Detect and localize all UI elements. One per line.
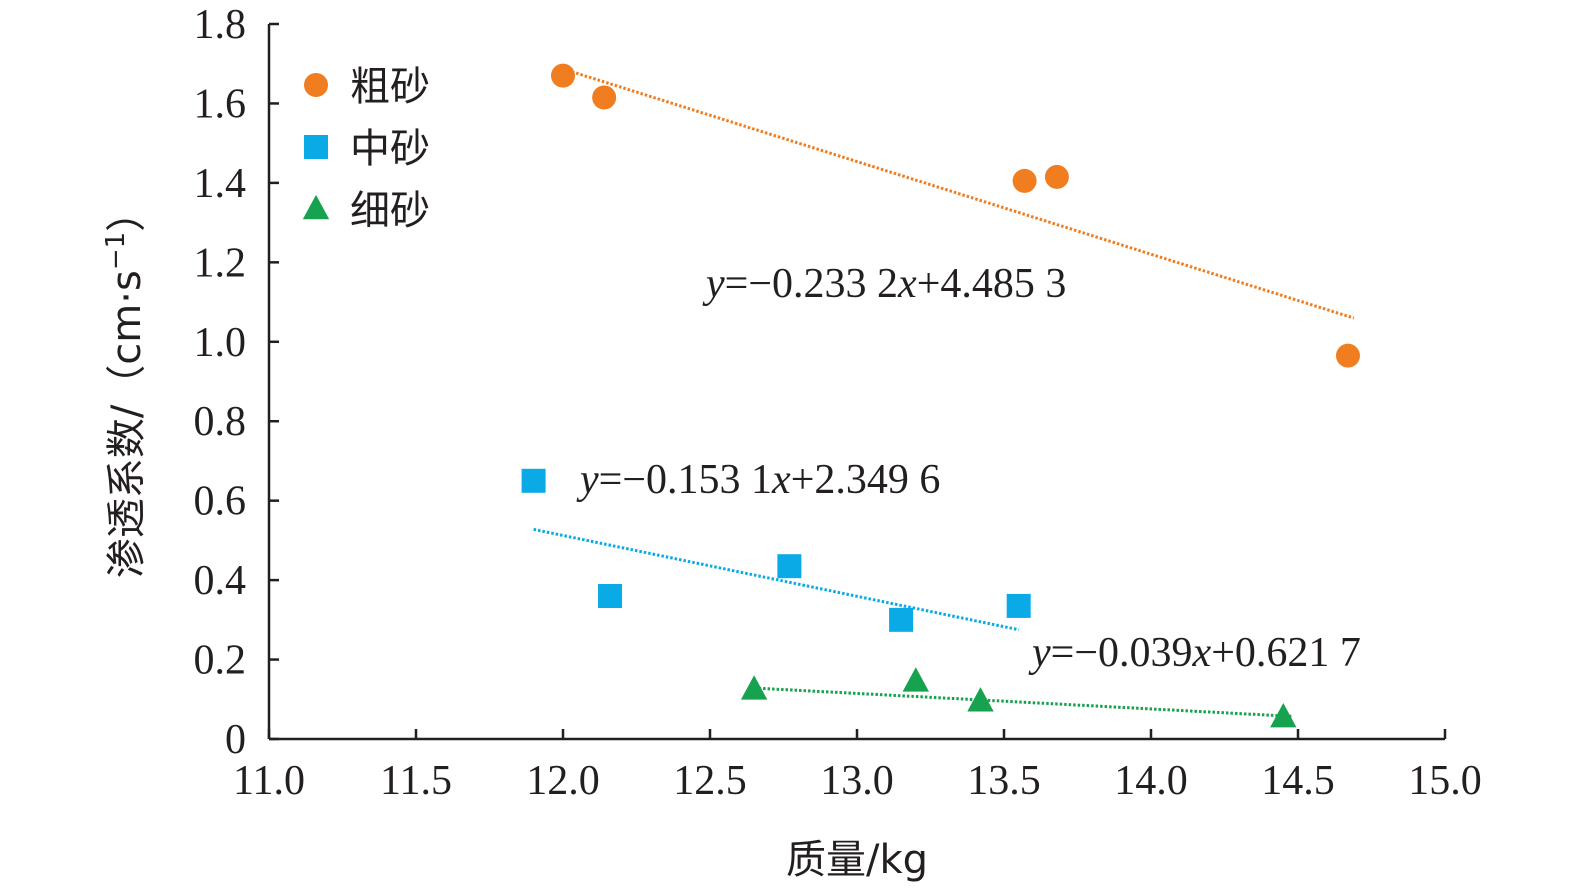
equation-part: x	[897, 261, 917, 307]
legend-label-fine-sand: 细砂	[350, 188, 430, 234]
equation-part: x	[771, 457, 791, 503]
legend-marker-fine-sand	[302, 194, 330, 220]
equation-part: +2.349 6	[791, 457, 941, 503]
legend-marker-medium-sand	[304, 135, 328, 159]
equation-part: +4.485 3	[917, 261, 1067, 307]
y-axis-title-unit: cm·s	[104, 270, 150, 365]
x-tick-label: 11.5	[380, 758, 452, 804]
x-tick-label: 11.0	[233, 758, 305, 804]
data-point-medium-sand	[889, 607, 914, 632]
trendlines	[533, 70, 1355, 718]
equation-coarse-sand: y=−0.233 2x+4.485 3	[702, 261, 1066, 307]
data-point-coarse-sand	[1335, 343, 1360, 368]
y-tick-label: 1.6	[194, 81, 247, 127]
x-tick-label: 14.5	[1261, 758, 1335, 804]
y-axis-title: 渗透系数/（cm·s−1）	[101, 192, 150, 578]
data-point-fine-sand	[902, 667, 929, 692]
data-point-medium-sand	[1006, 593, 1031, 618]
data-point-medium-sand	[521, 468, 546, 493]
equation-part: +0.621 7	[1211, 630, 1361, 676]
data-point-coarse-sand	[1012, 168, 1037, 193]
y-tick-label: 1.0	[194, 320, 247, 366]
data-point-coarse-sand	[1044, 164, 1069, 189]
equation-part: =−0.233 2	[725, 261, 898, 307]
data-point-coarse-sand	[551, 63, 575, 88]
legend-label-medium-sand: 中砂	[350, 126, 430, 172]
equation-part: =−0.039	[1051, 630, 1193, 676]
legend-label-coarse-sand: 粗砂	[350, 64, 430, 110]
trendline-coarse-sand	[571, 70, 1355, 320]
y-tick-label: 0.2	[194, 638, 247, 684]
y-axis-title-exponent: −1	[101, 232, 131, 270]
equation-medium-sand: y=−0.153 1x+2.349 6	[576, 457, 940, 503]
trendline-fine-sand	[754, 686, 1293, 718]
x-tick-label: 13.5	[967, 758, 1041, 804]
equation-part: y	[576, 457, 599, 503]
x-axis-title: 质量/kg	[786, 837, 928, 883]
y-tick-label: 1.2	[194, 240, 247, 286]
y-axis-title-close: ）	[104, 192, 150, 232]
data-point-fine-sand	[967, 687, 994, 712]
legend-marker-coarse-sand	[304, 73, 328, 97]
data-points	[521, 63, 1360, 728]
equation-part: y	[702, 261, 725, 307]
equation-fine-sand: y=−0.039x+0.621 7	[1028, 630, 1361, 676]
data-point-fine-sand	[1270, 703, 1297, 728]
y-axis-title-main: 渗透系数/（	[104, 365, 150, 578]
equation-part: x	[1192, 630, 1212, 676]
x-tick-label: 14.0	[1114, 758, 1188, 804]
y-axis-ticks: 0 0.2 0.4 0.6 0.8 1.0 1.2 1.4 1.6 1.8	[194, 2, 279, 763]
data-point-fine-sand	[740, 675, 768, 700]
x-tick-label: 12.0	[526, 758, 600, 804]
x-axis-ticks: 11.0 11.5 12.0 12.5 13.0 13.5 14.0 14.5 15.0	[233, 729, 1482, 804]
data-point-coarse-sand	[592, 85, 617, 110]
y-tick-label: 1.4	[194, 161, 247, 207]
y-tick-label: 0	[225, 717, 246, 763]
data-point-medium-sand	[777, 554, 802, 579]
x-tick-label: 12.5	[673, 758, 747, 804]
y-tick-label: 0.8	[194, 399, 247, 445]
y-tick-label: 0.6	[194, 479, 247, 525]
y-tick-label: 0.4	[194, 558, 247, 604]
x-tick-label: 15.0	[1408, 758, 1482, 804]
equation-part: =−0.153 1	[599, 457, 772, 503]
y-tick-label: 1.8	[194, 2, 247, 48]
trendline-equations: y=−0.233 2x+4.485 3y=−0.153 1x+2.349 6y=…	[576, 261, 1361, 676]
data-point-medium-sand	[598, 584, 623, 608]
equation-part: y	[1028, 630, 1051, 676]
x-tick-label: 13.0	[820, 758, 894, 804]
trendline-medium-sand	[533, 527, 1020, 632]
